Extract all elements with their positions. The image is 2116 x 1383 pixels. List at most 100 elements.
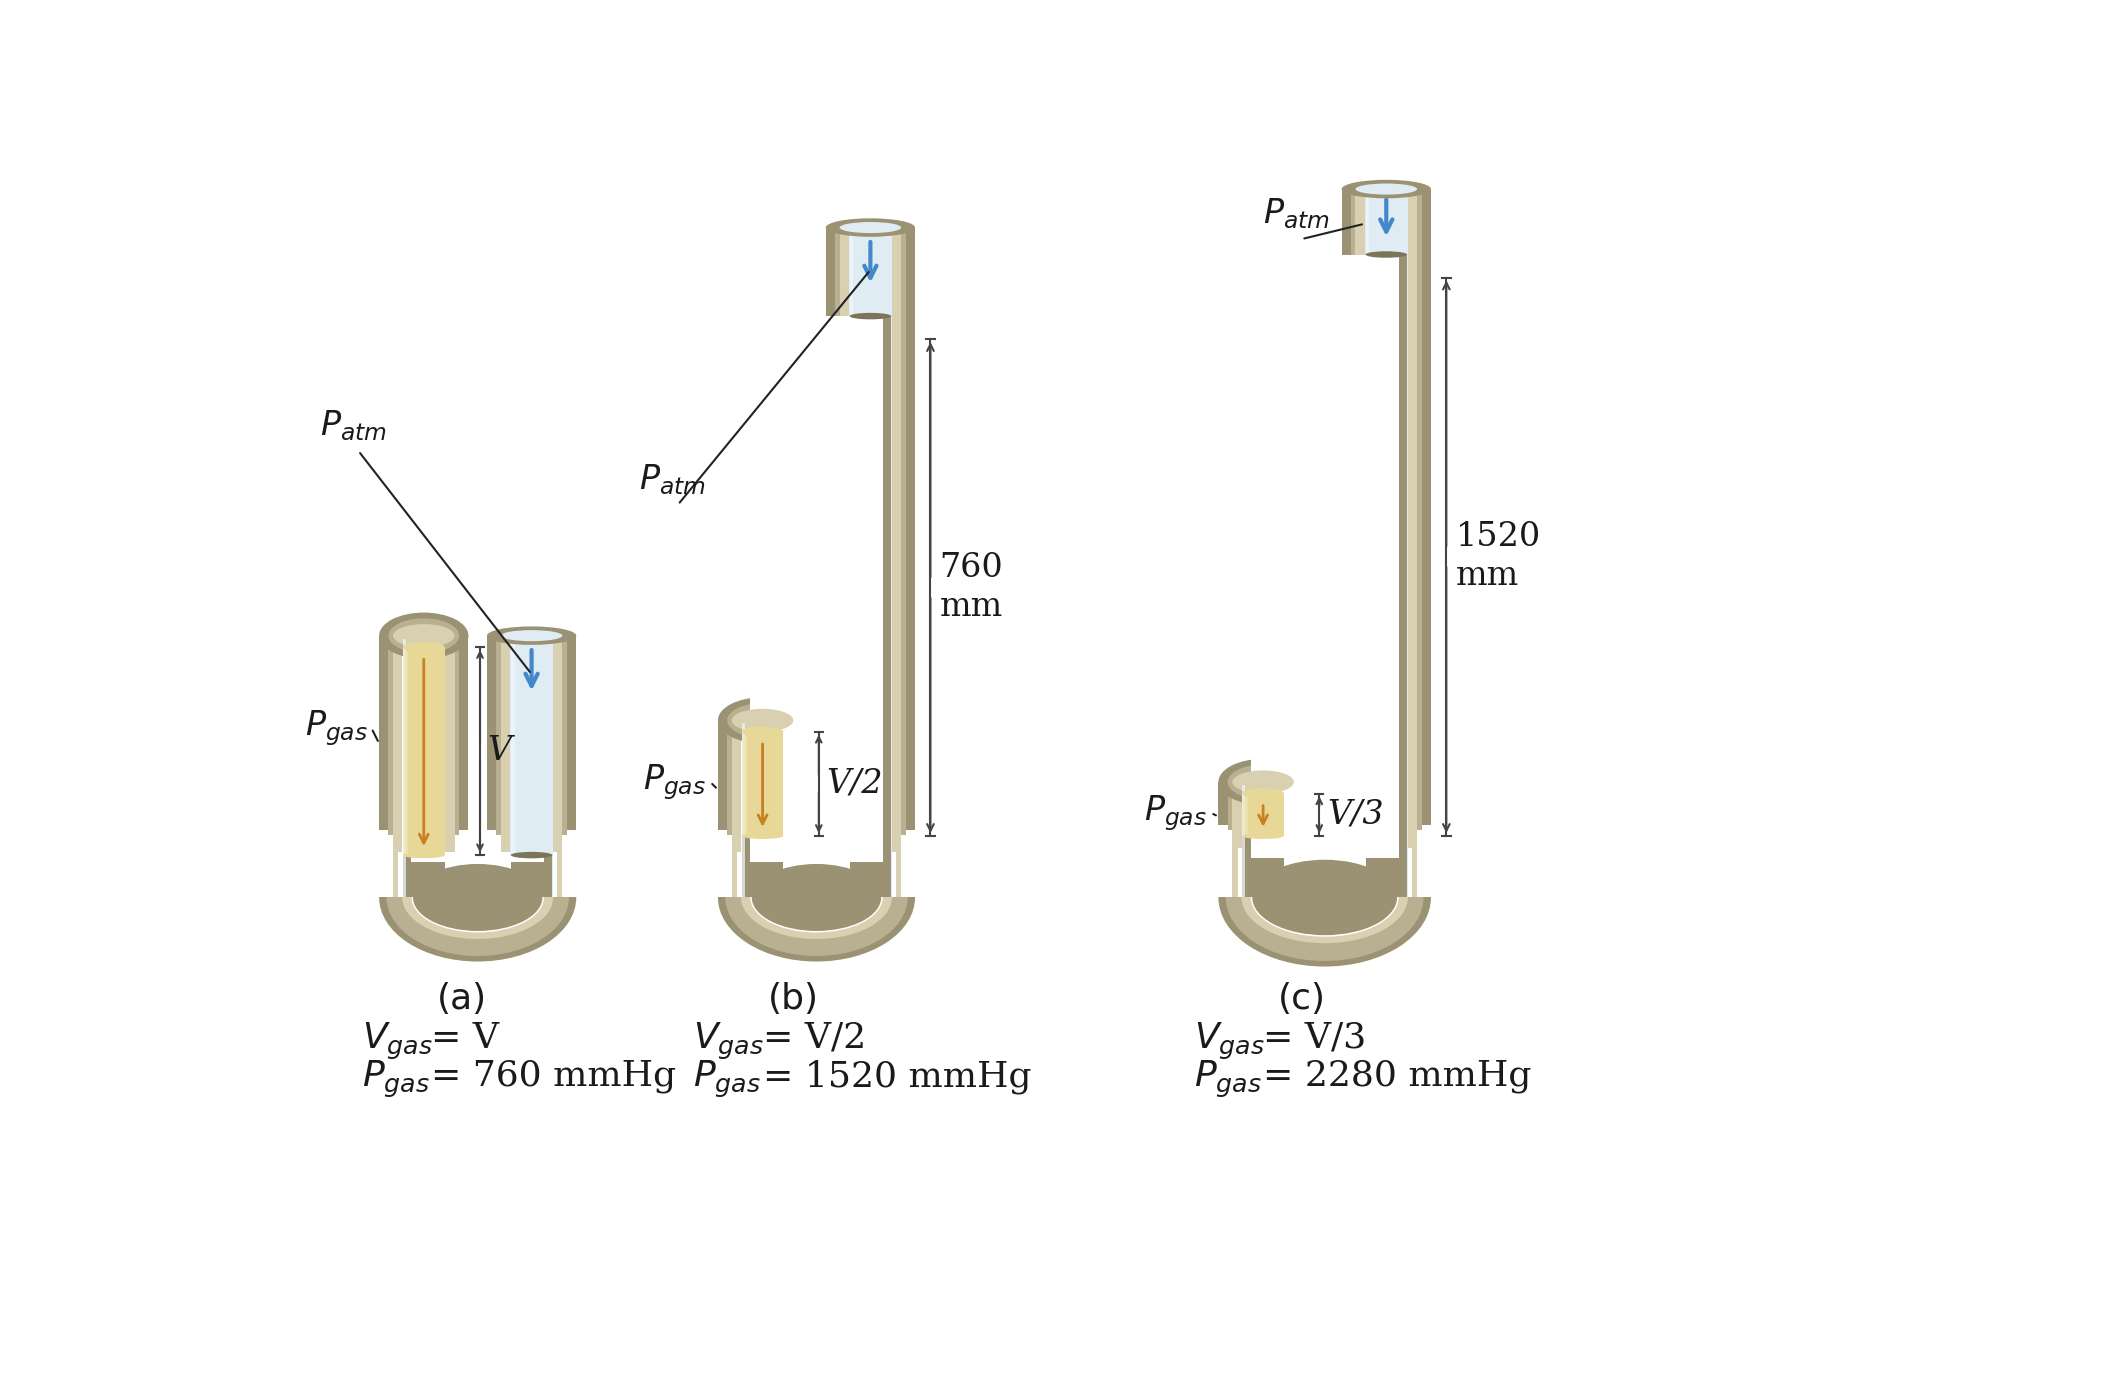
Polygon shape: [398, 852, 557, 898]
Polygon shape: [402, 855, 444, 898]
Polygon shape: [487, 636, 576, 898]
Ellipse shape: [1232, 770, 1293, 794]
Text: V/3: V/3: [1327, 799, 1384, 831]
Text: $V_{gas}$: $V_{gas}$: [1193, 1021, 1265, 1062]
Polygon shape: [851, 317, 891, 898]
Polygon shape: [402, 647, 444, 855]
Ellipse shape: [402, 856, 552, 939]
Text: V/2: V/2: [827, 768, 882, 799]
Polygon shape: [411, 855, 544, 863]
Ellipse shape: [825, 219, 914, 236]
Ellipse shape: [379, 613, 468, 658]
Polygon shape: [851, 231, 853, 898]
Polygon shape: [1242, 781, 1284, 898]
Ellipse shape: [1242, 852, 1407, 943]
Polygon shape: [510, 636, 552, 898]
Polygon shape: [743, 732, 783, 835]
Ellipse shape: [728, 703, 798, 737]
Polygon shape: [510, 855, 552, 898]
Ellipse shape: [851, 313, 891, 319]
Polygon shape: [1342, 189, 1430, 898]
Ellipse shape: [726, 839, 908, 956]
Ellipse shape: [1365, 252, 1407, 257]
Polygon shape: [1221, 830, 1428, 898]
Text: $P_{gas}$: $P_{gas}$: [643, 762, 707, 802]
Text: = 1520 mmHg: = 1520 mmHg: [762, 1059, 1030, 1094]
Text: $P_{gas}$: $P_{gas}$: [1193, 1059, 1261, 1101]
Polygon shape: [728, 721, 798, 898]
Ellipse shape: [741, 856, 893, 939]
Polygon shape: [402, 639, 406, 898]
Polygon shape: [1215, 824, 1435, 898]
Ellipse shape: [1242, 833, 1284, 839]
Polygon shape: [1242, 835, 1284, 898]
Polygon shape: [1365, 189, 1407, 898]
Ellipse shape: [501, 631, 563, 642]
Ellipse shape: [1225, 834, 1424, 961]
Ellipse shape: [402, 642, 444, 653]
Text: = 2280 mmHg: = 2280 mmHg: [1263, 1059, 1532, 1093]
Ellipse shape: [387, 839, 569, 956]
Text: = V/3: = V/3: [1263, 1021, 1367, 1055]
Text: $P_{atm}$: $P_{atm}$: [639, 462, 707, 496]
Text: $P_{gas}$: $P_{gas}$: [1145, 792, 1206, 833]
Polygon shape: [717, 721, 806, 898]
Ellipse shape: [389, 618, 459, 653]
Ellipse shape: [394, 624, 455, 647]
Polygon shape: [404, 651, 408, 853]
Polygon shape: [836, 228, 906, 898]
Ellipse shape: [402, 852, 444, 859]
Polygon shape: [389, 636, 459, 898]
Polygon shape: [741, 721, 785, 898]
Polygon shape: [1242, 798, 1248, 834]
Ellipse shape: [1219, 759, 1308, 805]
Polygon shape: [1219, 781, 1308, 898]
Polygon shape: [510, 639, 514, 898]
Polygon shape: [408, 859, 548, 898]
Polygon shape: [1350, 189, 1422, 898]
Text: $V_{gas}$: $V_{gas}$: [362, 1021, 434, 1062]
Polygon shape: [1246, 855, 1403, 898]
Polygon shape: [375, 830, 580, 898]
Text: = V: = V: [432, 1021, 499, 1055]
Ellipse shape: [1251, 859, 1399, 936]
Polygon shape: [1242, 794, 1284, 835]
Ellipse shape: [1242, 788, 1284, 799]
Text: = V/2: = V/2: [762, 1021, 865, 1055]
Polygon shape: [1227, 781, 1299, 898]
Polygon shape: [1238, 848, 1411, 898]
Ellipse shape: [717, 697, 806, 744]
Polygon shape: [825, 228, 914, 898]
Ellipse shape: [743, 833, 783, 839]
Text: 1520
mm: 1520 mm: [1456, 521, 1540, 592]
Polygon shape: [501, 636, 563, 898]
Polygon shape: [379, 636, 468, 898]
Text: (c): (c): [1278, 982, 1325, 1017]
Polygon shape: [722, 835, 912, 898]
Polygon shape: [732, 721, 794, 898]
Ellipse shape: [379, 834, 576, 961]
Polygon shape: [743, 736, 747, 834]
Polygon shape: [743, 723, 745, 898]
Ellipse shape: [1342, 180, 1430, 198]
Polygon shape: [402, 636, 444, 898]
Ellipse shape: [1253, 860, 1397, 935]
Polygon shape: [1242, 786, 1246, 898]
Ellipse shape: [840, 223, 901, 234]
Polygon shape: [751, 317, 882, 863]
Polygon shape: [394, 636, 455, 898]
Polygon shape: [849, 228, 893, 898]
Ellipse shape: [732, 709, 794, 732]
Text: $P_{atm}$: $P_{atm}$: [320, 408, 387, 443]
Text: 760
mm: 760 mm: [940, 552, 1003, 624]
Text: $V_{gas}$: $V_{gas}$: [694, 1021, 764, 1062]
Ellipse shape: [413, 864, 542, 931]
Polygon shape: [736, 852, 895, 898]
Polygon shape: [1365, 254, 1407, 898]
Polygon shape: [1356, 189, 1418, 898]
Ellipse shape: [510, 852, 552, 859]
Text: V: V: [487, 736, 512, 768]
Ellipse shape: [487, 626, 576, 644]
Text: (a): (a): [438, 982, 487, 1017]
Ellipse shape: [1356, 184, 1418, 195]
